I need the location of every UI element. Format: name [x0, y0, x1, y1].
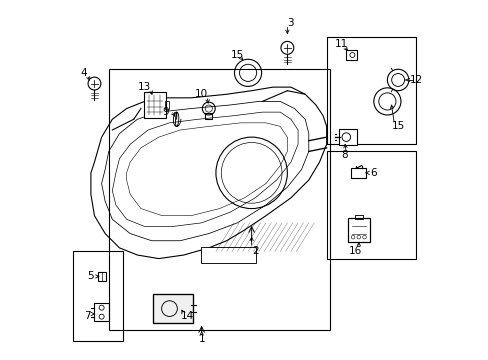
Text: 13: 13	[138, 82, 151, 92]
Text: 16: 16	[348, 247, 361, 256]
Text: 3: 3	[287, 18, 294, 28]
Text: 9: 9	[163, 107, 169, 117]
FancyBboxPatch shape	[144, 92, 166, 118]
Text: 7: 7	[84, 311, 90, 321]
Bar	[326, 37, 415, 144]
Bar	[354, 215, 363, 219]
Text: 4: 4	[80, 68, 87, 78]
FancyBboxPatch shape	[338, 129, 356, 145]
Bar	[326, 152, 415, 258]
Text: 15: 15	[391, 121, 404, 131]
FancyBboxPatch shape	[347, 218, 369, 242]
FancyBboxPatch shape	[201, 247, 255, 263]
Text: 12: 12	[408, 75, 422, 85]
FancyBboxPatch shape	[350, 168, 366, 178]
Text: 10: 10	[195, 89, 208, 99]
Text: 6: 6	[369, 168, 376, 178]
Text: 5: 5	[87, 271, 94, 282]
FancyBboxPatch shape	[345, 50, 357, 60]
Text: 11: 11	[334, 39, 347, 49]
Text: 14: 14	[181, 311, 194, 321]
Bar	[73, 251, 123, 341]
Bar	[164, 101, 169, 109]
Text: 1: 1	[198, 334, 204, 344]
Text: 2: 2	[251, 247, 258, 256]
Bar	[205, 113, 212, 119]
Bar	[94, 303, 108, 321]
Bar	[108, 69, 329, 330]
Text: 15: 15	[230, 50, 244, 60]
FancyBboxPatch shape	[153, 294, 192, 323]
Text: 8: 8	[341, 150, 347, 160]
Bar	[98, 272, 106, 281]
